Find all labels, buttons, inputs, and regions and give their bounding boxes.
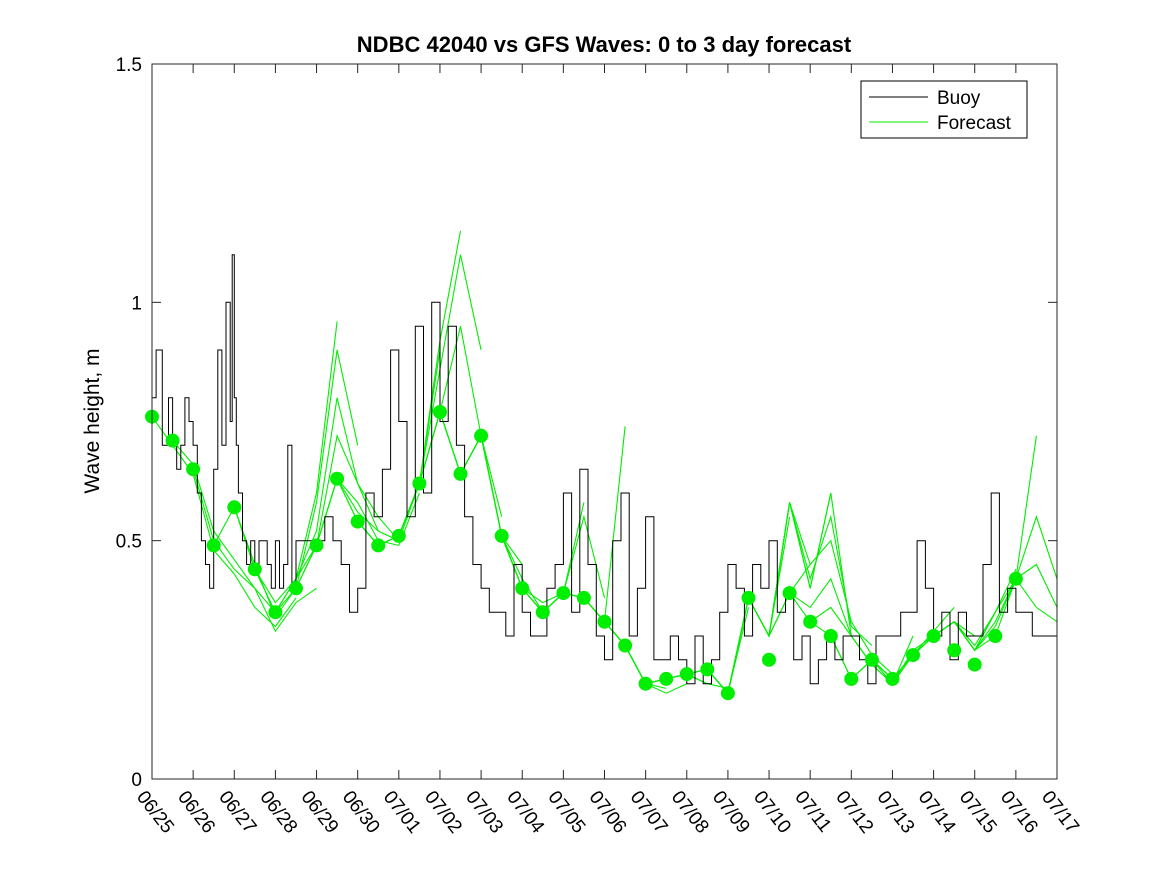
forecast-marker: [844, 671, 859, 686]
forecast-marker: [186, 462, 201, 477]
forecast-marker: [330, 471, 345, 486]
forecast-marker: [412, 476, 427, 491]
forecast-marker: [247, 562, 262, 577]
forecast-marker: [556, 586, 571, 601]
forecast-marker: [494, 528, 509, 543]
forecast-marker: [638, 676, 653, 691]
forecast-marker: [1008, 571, 1023, 586]
forecast-marker: [206, 538, 221, 553]
forecast-marker: [309, 538, 324, 553]
buoy-line: [152, 254, 1058, 685]
y-tick-label: 0: [131, 770, 142, 791]
y-axis-label: Wave height, m: [81, 348, 104, 493]
y-tick-label: 0.5: [116, 532, 142, 553]
buoy-line-group: [152, 254, 1058, 685]
legend-label-buoy: Buoy: [937, 88, 981, 109]
legend: Buoy Forecast: [860, 80, 1028, 139]
forecast-marker: [433, 405, 447, 419]
forecast-run-line: [172, 440, 317, 633]
forecast-marker: [597, 614, 612, 629]
y-tick-label: 1.5: [116, 55, 142, 76]
forecast-marker: [227, 500, 242, 515]
forecast-marker: [350, 514, 365, 529]
forecast-marker: [720, 686, 735, 701]
forecast-marker: [453, 466, 468, 481]
forecast-marker: [967, 657, 982, 672]
forecast-marker: [165, 433, 180, 448]
legend-label-forecast: Forecast: [937, 113, 1012, 134]
forecast-marker: [576, 590, 591, 605]
forecast-marker: [988, 629, 1003, 643]
forecast-marker: [782, 586, 797, 601]
forecast-marker: [906, 648, 920, 663]
forecast-marker: [289, 581, 303, 596]
forecast-marker: [762, 652, 776, 667]
forecast-marker: [268, 605, 283, 620]
forecast-marker: [391, 528, 406, 543]
forecast-marker: [864, 652, 879, 667]
forecast-marker: [679, 667, 694, 682]
forecast-marker: [535, 605, 550, 620]
forecast-marker: [371, 538, 386, 553]
plot-area: [145, 230, 1058, 701]
forecast-marker: [700, 662, 715, 677]
forecast-markers: [145, 405, 1023, 701]
forecast-marker: [947, 643, 962, 658]
forecast-run-line: [953, 577, 1058, 652]
forecast-marker: [741, 590, 756, 605]
forecast-marker: [474, 428, 489, 443]
legend-box: [860, 80, 1028, 139]
forecast-marker: [885, 671, 900, 686]
forecast-marker: [659, 671, 674, 686]
forecast-marker: [823, 629, 838, 643]
chart-title: NDBC 42040 vs GFS Waves: 0 to 3 day fore…: [357, 32, 852, 57]
y-ticks: 0 0.5 1 1.5: [116, 55, 1057, 791]
forecast-marker: [618, 638, 633, 653]
forecast-marker: [803, 614, 818, 629]
y-tick-label: 1: [131, 293, 142, 314]
forecast-marker: [515, 581, 530, 596]
forecast-marker: [926, 629, 941, 643]
